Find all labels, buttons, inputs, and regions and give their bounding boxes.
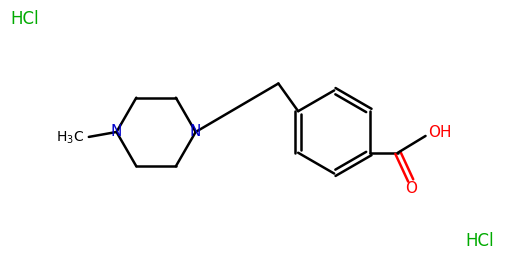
Text: O: O [404,181,417,196]
Text: H$_3$C: H$_3$C [56,130,84,146]
Text: OH: OH [428,126,451,140]
Text: N: N [111,125,122,139]
Text: HCl: HCl [10,10,39,28]
Text: N: N [190,125,201,139]
Text: HCl: HCl [465,232,494,250]
